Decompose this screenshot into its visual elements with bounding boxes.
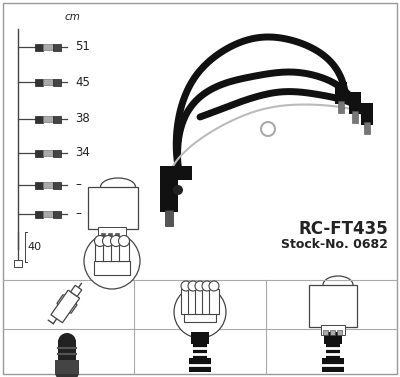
Bar [322,358,344,372]
Bar [35,181,43,188]
Bar [53,115,61,123]
Text: 45: 45 [75,75,90,89]
Circle shape [174,286,226,338]
Text: 51: 51 [75,40,90,54]
Bar [324,332,342,344]
Circle shape [94,236,106,247]
Bar [53,78,61,86]
Bar [188,289,198,314]
Circle shape [202,281,212,291]
Text: RC-FT435: RC-FT435 [298,220,388,238]
Text: 40: 40 [27,242,41,252]
Bar [14,260,22,267]
Bar [349,92,361,114]
Bar [53,210,61,218]
Circle shape [173,185,183,195]
Bar [202,289,212,314]
Bar [94,261,130,275]
Bar [191,332,209,344]
Bar [43,44,53,50]
Bar [53,43,61,51]
Text: 34: 34 [75,147,90,159]
Text: –: – [75,207,81,221]
Text: –: – [75,178,81,192]
Circle shape [195,281,205,291]
Circle shape [110,236,122,247]
Bar [361,103,373,125]
Bar [330,330,335,335]
Bar [43,182,53,188]
Bar [95,241,105,261]
Bar [193,342,207,360]
Bar [35,115,43,123]
Wedge shape [58,333,76,342]
Bar [115,233,119,237]
Bar [119,241,129,261]
Bar [43,79,53,85]
Bar [88,187,138,229]
Bar [181,289,191,314]
Circle shape [84,233,140,289]
Bar [35,210,43,218]
Bar [35,78,43,86]
Polygon shape [55,374,79,377]
Bar [43,150,53,156]
Bar [53,181,61,188]
Circle shape [102,236,114,247]
Bar [98,227,126,237]
Polygon shape [57,295,77,313]
Bar [58,340,76,362]
Bar [35,150,43,156]
Bar [43,211,53,217]
Bar [323,330,328,335]
Bar [364,122,370,134]
Bar [165,210,173,226]
Bar [103,241,113,261]
Bar [309,285,357,327]
Bar [352,111,358,123]
Bar [335,82,347,104]
Bar [184,310,216,322]
Bar [53,150,61,156]
Bar [326,342,340,360]
Text: Stock-No. 0682: Stock-No. 0682 [281,239,388,251]
Circle shape [118,236,130,247]
Bar [160,176,178,212]
Bar [101,233,105,237]
Bar [209,289,219,314]
Bar [111,241,121,261]
Circle shape [181,281,191,291]
Text: 38: 38 [75,112,90,126]
Bar [43,116,53,122]
Bar [321,325,345,335]
Bar [108,233,112,237]
Bar [189,358,211,372]
Bar [55,360,79,374]
Bar [35,43,43,51]
Bar [160,166,192,180]
Text: cm: cm [64,12,80,22]
Bar [195,289,205,314]
Polygon shape [71,285,82,296]
Circle shape [188,281,198,291]
Bar [338,101,344,113]
Polygon shape [51,290,80,323]
Circle shape [209,281,219,291]
Bar [337,330,342,335]
